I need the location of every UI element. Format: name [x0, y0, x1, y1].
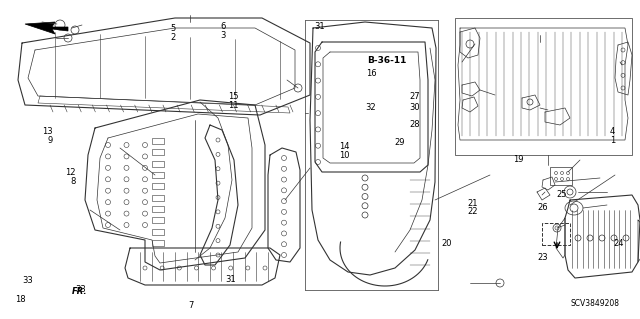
Text: 31: 31	[225, 275, 236, 284]
Text: FR.: FR.	[72, 286, 88, 295]
Text: 28: 28	[410, 120, 420, 129]
Text: 15: 15	[228, 92, 239, 101]
Text: 10: 10	[339, 151, 349, 160]
Text: 33: 33	[22, 276, 33, 285]
Text: 2: 2	[170, 33, 175, 42]
Text: 7: 7	[188, 301, 193, 310]
Text: 5: 5	[170, 24, 175, 33]
Text: 31: 31	[315, 22, 325, 31]
Bar	[152, 206, 164, 212]
Text: 9: 9	[47, 136, 52, 145]
Text: 22: 22	[467, 207, 477, 216]
Text: 4: 4	[610, 127, 615, 136]
Text: 12: 12	[65, 168, 76, 177]
Text: 32: 32	[365, 103, 376, 112]
Text: 30: 30	[410, 103, 420, 112]
Bar	[152, 183, 164, 189]
Text: 29: 29	[395, 138, 405, 147]
Text: 33: 33	[76, 285, 86, 294]
Bar	[152, 149, 164, 155]
Text: 24: 24	[613, 239, 623, 248]
Polygon shape	[25, 22, 68, 34]
Text: B-36-11: B-36-11	[367, 56, 407, 65]
Bar	[152, 229, 164, 235]
Text: SCV3849208: SCV3849208	[571, 299, 620, 308]
Bar	[152, 217, 164, 223]
Text: 19: 19	[513, 155, 524, 164]
Text: 1: 1	[610, 136, 615, 145]
Text: 23: 23	[538, 253, 548, 262]
Text: 21: 21	[467, 199, 477, 208]
Text: 27: 27	[410, 92, 420, 101]
Text: 13: 13	[42, 127, 52, 136]
Text: 8: 8	[70, 177, 76, 186]
Text: 18: 18	[15, 295, 26, 304]
Bar	[152, 138, 164, 144]
Bar	[542, 223, 570, 245]
Text: 26: 26	[538, 203, 548, 212]
Text: 14: 14	[339, 142, 349, 151]
Bar	[550, 167, 572, 185]
Text: 25: 25	[557, 190, 567, 199]
Text: 6: 6	[220, 22, 225, 31]
Bar	[152, 195, 164, 201]
Text: 11: 11	[228, 101, 239, 110]
Text: 3: 3	[220, 31, 225, 40]
Bar	[455, 18, 632, 155]
Bar	[152, 161, 164, 167]
Bar	[152, 240, 164, 246]
Text: 20: 20	[442, 239, 452, 248]
Bar	[152, 172, 164, 178]
Text: 16: 16	[366, 69, 377, 78]
